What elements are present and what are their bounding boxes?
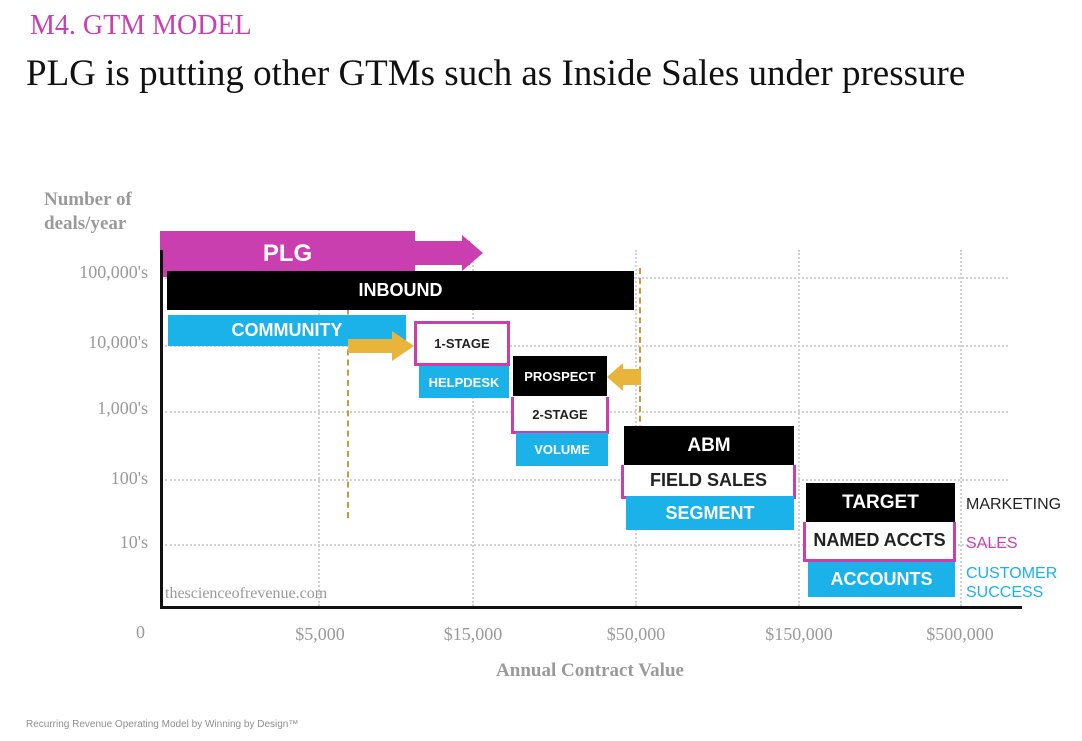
customer-success-line2: SUCCESS — [966, 584, 1044, 601]
prospect-box: PROSPECT — [513, 356, 607, 396]
gridline-v — [472, 250, 474, 606]
abm-box: ABM — [624, 426, 794, 465]
pressure-boundary-line — [347, 268, 349, 518]
customer-success-line1: CUSTOMER — [966, 565, 1058, 582]
two-stage-box: 2-STAGE — [511, 397, 609, 434]
section-label: M4. GTM MODEL — [30, 10, 252, 41]
plg-arrow — [160, 231, 483, 277]
y-axis-title-line2: deals/year — [44, 213, 127, 234]
gridline-h — [165, 479, 1008, 481]
inbound-box: INBOUND — [167, 271, 634, 310]
x-tick-500000: $500,000 — [926, 624, 994, 644]
named-accts-box: NAMED ACCTS — [803, 522, 956, 562]
y-tick-10000: 10,000's — [88, 332, 148, 352]
community-box: COMMUNITY — [168, 315, 406, 346]
plg-label: PLG — [262, 240, 313, 267]
helpdesk-box: HELPDESK — [419, 366, 509, 398]
x-tick-5000: $5,000 — [295, 624, 345, 644]
watermark: thescienceofrevenue.com — [165, 585, 328, 602]
marketing-label: MARKETING — [966, 496, 1062, 513]
customer-success-label: CUSTOMER SUCCESS — [966, 564, 1057, 602]
x-tick-150000: $150,000 — [765, 624, 833, 644]
gridline-v — [798, 250, 800, 606]
accounts-box: ACCOUNTS — [808, 562, 955, 597]
x-tick-15000: $15,000 — [443, 624, 503, 644]
sales-label: SALES — [966, 535, 1018, 552]
x-tick-50000: $50,000 — [606, 624, 666, 644]
gridline-v — [318, 250, 320, 606]
x-tick-origin: 0 — [136, 622, 145, 642]
y-tick-1000: 1,000's — [97, 398, 148, 418]
one-stage-box: 1-STAGE — [414, 321, 510, 366]
y-axis-title: Number of deals/year — [44, 188, 154, 236]
x-axis-title: Annual Contract Value — [496, 660, 684, 681]
gridline-h — [165, 345, 1008, 347]
field-sales-box: FIELD SALES — [621, 465, 796, 499]
page-title: PLG is putting other GTMs such as Inside… — [26, 53, 966, 94]
gridline-h — [165, 544, 1008, 546]
y-tick-10: 10's — [119, 532, 148, 552]
y-axis-line — [160, 250, 163, 609]
segment-box: SEGMENT — [626, 496, 794, 530]
gridline-v — [960, 250, 962, 606]
gold-arrow-left — [607, 363, 641, 391]
footer-credit: Recurring Revenue Operating Model by Win… — [26, 719, 299, 730]
y-axis-title-line1: Number of — [44, 189, 132, 210]
volume-box: VOLUME — [516, 433, 608, 466]
y-tick-100000: 100,000's — [79, 262, 148, 282]
gold-arrow-right — [348, 331, 414, 361]
y-tick-100: 100's — [110, 468, 148, 488]
x-axis-line — [160, 606, 1022, 609]
target-box: TARGET — [806, 483, 955, 522]
pressure-boundary-line — [639, 268, 641, 530]
